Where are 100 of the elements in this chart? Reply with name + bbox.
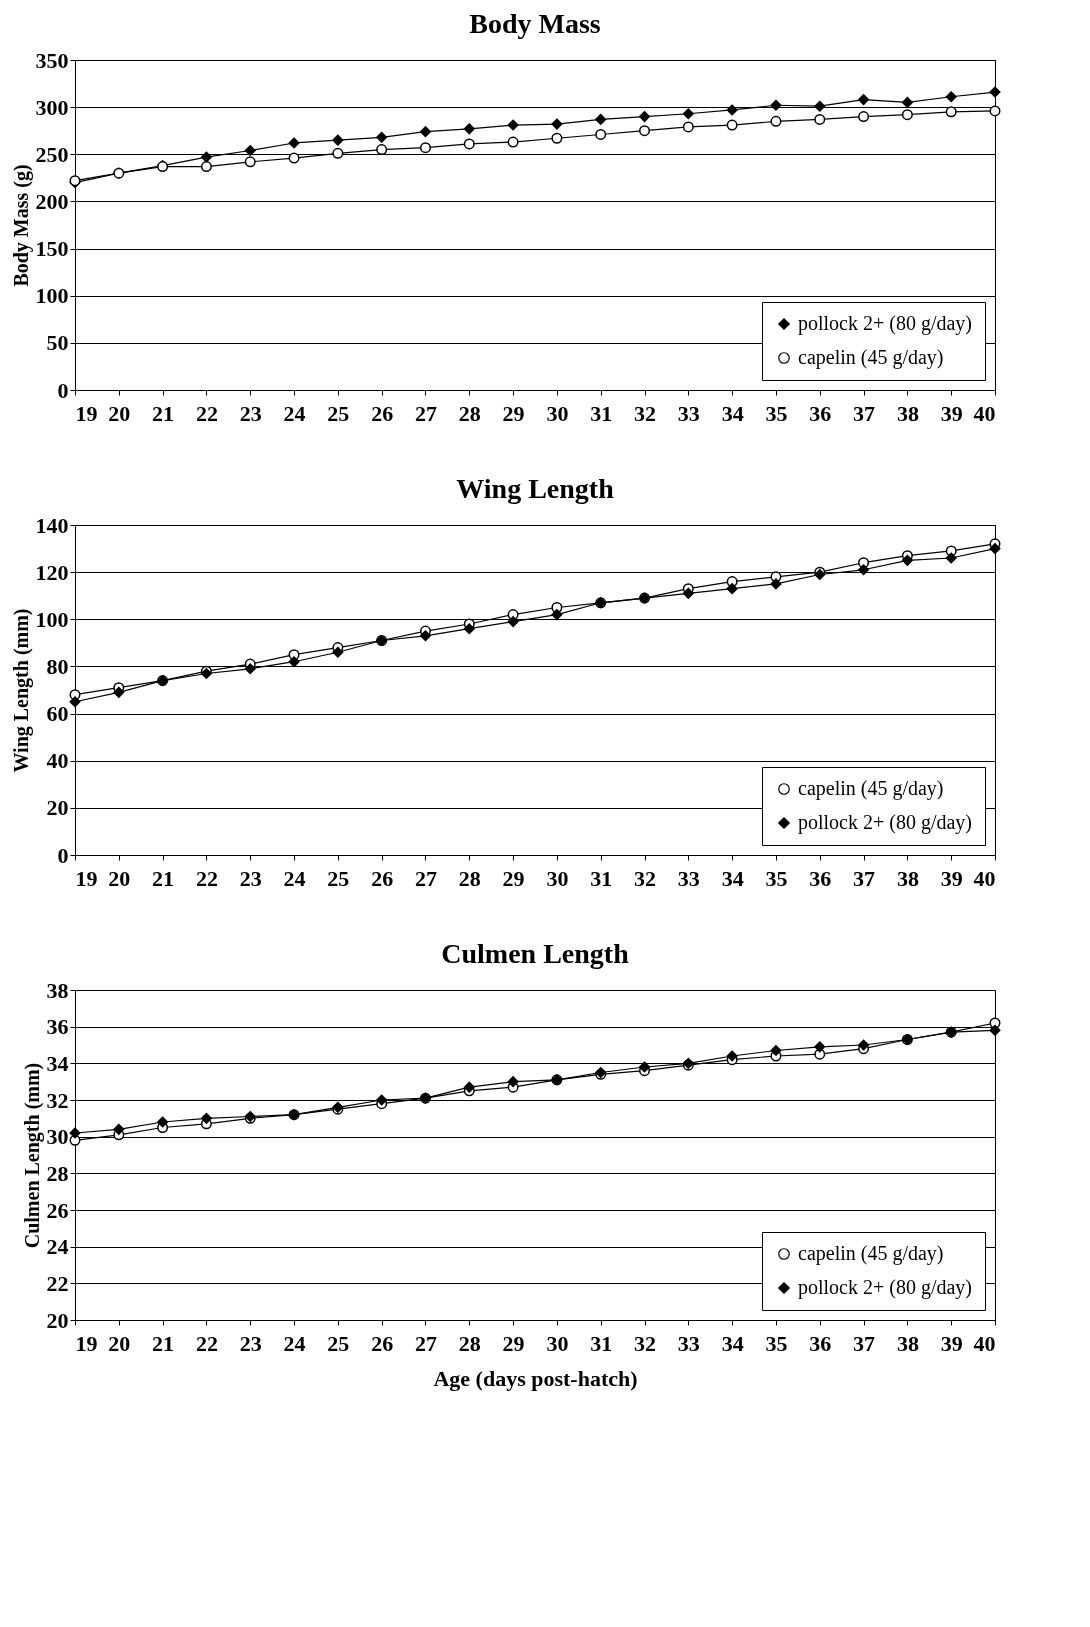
y-tick-label: 300 — [35, 94, 69, 120]
x-tick-label: 23 — [239, 400, 262, 426]
x-tick-label: 31 — [590, 400, 613, 426]
x-tick-label: 22 — [195, 865, 218, 891]
x-tick-label: 36 — [809, 400, 832, 426]
x-tick-label: 22 — [195, 1330, 218, 1356]
x-tick-label: 26 — [371, 1330, 394, 1356]
x-tick-label: 38 — [896, 865, 919, 891]
x-tick-label: 34 — [721, 865, 744, 891]
x-tick-label: 28 — [458, 865, 481, 891]
x-tick-label: 31 — [590, 865, 613, 891]
x-axis-title: Age (days post-hatch) — [433, 1365, 638, 1391]
y-tick-label: 30 — [46, 1124, 69, 1150]
x-tick-label: 37 — [853, 865, 876, 891]
y-tick-label: 0 — [57, 842, 69, 868]
x-tick-label: 38 — [896, 400, 919, 426]
x-tick-label: 38 — [896, 1330, 919, 1356]
x-tick-label: 19 — [75, 865, 98, 891]
x-tick-label: 39 — [940, 1330, 963, 1356]
x-tick-label: 34 — [721, 400, 744, 426]
y-tick-label: 100 — [35, 283, 69, 309]
x-tick-label: 30 — [546, 400, 569, 426]
y-tick-label: 20 — [46, 795, 69, 821]
legend-label: pollock 2+ (80 g/day) — [798, 312, 973, 335]
x-tick-label: 24 — [283, 865, 306, 891]
y-tick-label: 80 — [46, 653, 69, 679]
y-tick-label: 40 — [46, 748, 69, 774]
chart-title: Body Mass — [469, 8, 601, 39]
x-tick-label: 21 — [152, 400, 175, 426]
y-tick-label: 50 — [46, 330, 69, 356]
y-tick-label: 26 — [46, 1197, 69, 1223]
x-tick-label: 22 — [195, 400, 218, 426]
x-tick-label: 25 — [327, 1330, 350, 1356]
x-tick-label: 32 — [634, 1330, 657, 1356]
y-tick-label: 36 — [46, 1014, 69, 1040]
y-tick-label: 22 — [46, 1270, 69, 1296]
x-tick-label: 27 — [414, 865, 437, 891]
y-tick-label: 100 — [35, 606, 69, 632]
y-tick-label: 0 — [57, 377, 69, 403]
x-tick-label: 24 — [283, 400, 306, 426]
y-tick-label: 24 — [46, 1234, 69, 1260]
x-tick-label: 35 — [765, 1330, 788, 1356]
x-tick-label: 21 — [152, 865, 175, 891]
x-tick-label: 21 — [152, 1330, 175, 1356]
x-tick-label: 37 — [853, 400, 876, 426]
x-tick-label: 30 — [546, 1330, 569, 1356]
y-tick-label: 250 — [35, 141, 69, 167]
chart-title: Wing Length — [456, 473, 615, 504]
x-tick-label: 26 — [371, 400, 394, 426]
y-tick-label: 120 — [35, 559, 69, 585]
x-tick-label: 35 — [765, 400, 788, 426]
x-tick-label: 40 — [973, 1330, 996, 1356]
x-tick-label: 25 — [327, 865, 350, 891]
x-tick-label: 24 — [283, 1330, 306, 1356]
x-tick-label: 29 — [502, 865, 525, 891]
y-tick-label: 350 — [35, 47, 69, 73]
y-tick-label: 38 — [46, 977, 69, 1003]
y-tick-label: 34 — [46, 1050, 69, 1076]
x-tick-label: 23 — [239, 865, 262, 891]
y-axis-title: Body Mass (g) — [9, 164, 33, 287]
x-tick-label: 32 — [634, 865, 657, 891]
x-tick-label: 40 — [973, 400, 996, 426]
y-tick-label: 28 — [46, 1160, 69, 1186]
x-tick-label: 29 — [502, 1330, 525, 1356]
y-axis-title: Wing Length (mm) — [9, 608, 33, 773]
x-tick-label: 39 — [940, 865, 963, 891]
y-tick-label: 140 — [35, 512, 69, 538]
x-tick-label: 20 — [108, 1330, 131, 1356]
x-tick-label: 27 — [414, 400, 437, 426]
y-tick-label: 32 — [46, 1087, 69, 1113]
legend-label: capelin (45 g/day) — [798, 777, 944, 800]
x-tick-label: 36 — [809, 865, 832, 891]
x-tick-label: 27 — [414, 1330, 437, 1356]
x-tick-label: 33 — [677, 400, 700, 426]
legend-label: pollock 2+ (80 g/day) — [798, 811, 973, 834]
x-tick-label: 28 — [458, 400, 481, 426]
x-tick-label: 31 — [590, 1330, 613, 1356]
y-tick-label: 200 — [35, 188, 69, 214]
y-tick-label: 60 — [46, 701, 69, 727]
y-tick-label: 150 — [35, 236, 69, 262]
x-tick-label: 40 — [973, 865, 996, 891]
x-tick-label: 37 — [853, 1330, 876, 1356]
x-tick-label: 29 — [502, 400, 525, 426]
x-tick-label: 28 — [458, 1330, 481, 1356]
x-tick-label: 26 — [371, 865, 394, 891]
x-tick-label: 36 — [809, 1330, 832, 1356]
x-tick-label: 32 — [634, 400, 657, 426]
x-tick-label: 23 — [239, 1330, 262, 1356]
x-tick-label: 33 — [677, 865, 700, 891]
x-tick-label: 19 — [75, 400, 98, 426]
x-tick-label: 30 — [546, 865, 569, 891]
legend-label: capelin (45 g/day) — [798, 346, 944, 369]
x-tick-label: 35 — [765, 865, 788, 891]
x-tick-label: 34 — [721, 1330, 744, 1356]
y-tick-label: 20 — [46, 1307, 69, 1333]
y-axis-title: Culmen Length (mm) — [20, 1062, 44, 1249]
x-tick-label: 20 — [108, 865, 131, 891]
x-tick-label: 33 — [677, 1330, 700, 1356]
x-tick-label: 19 — [75, 1330, 98, 1356]
chart-title: Culmen Length — [441, 938, 630, 969]
